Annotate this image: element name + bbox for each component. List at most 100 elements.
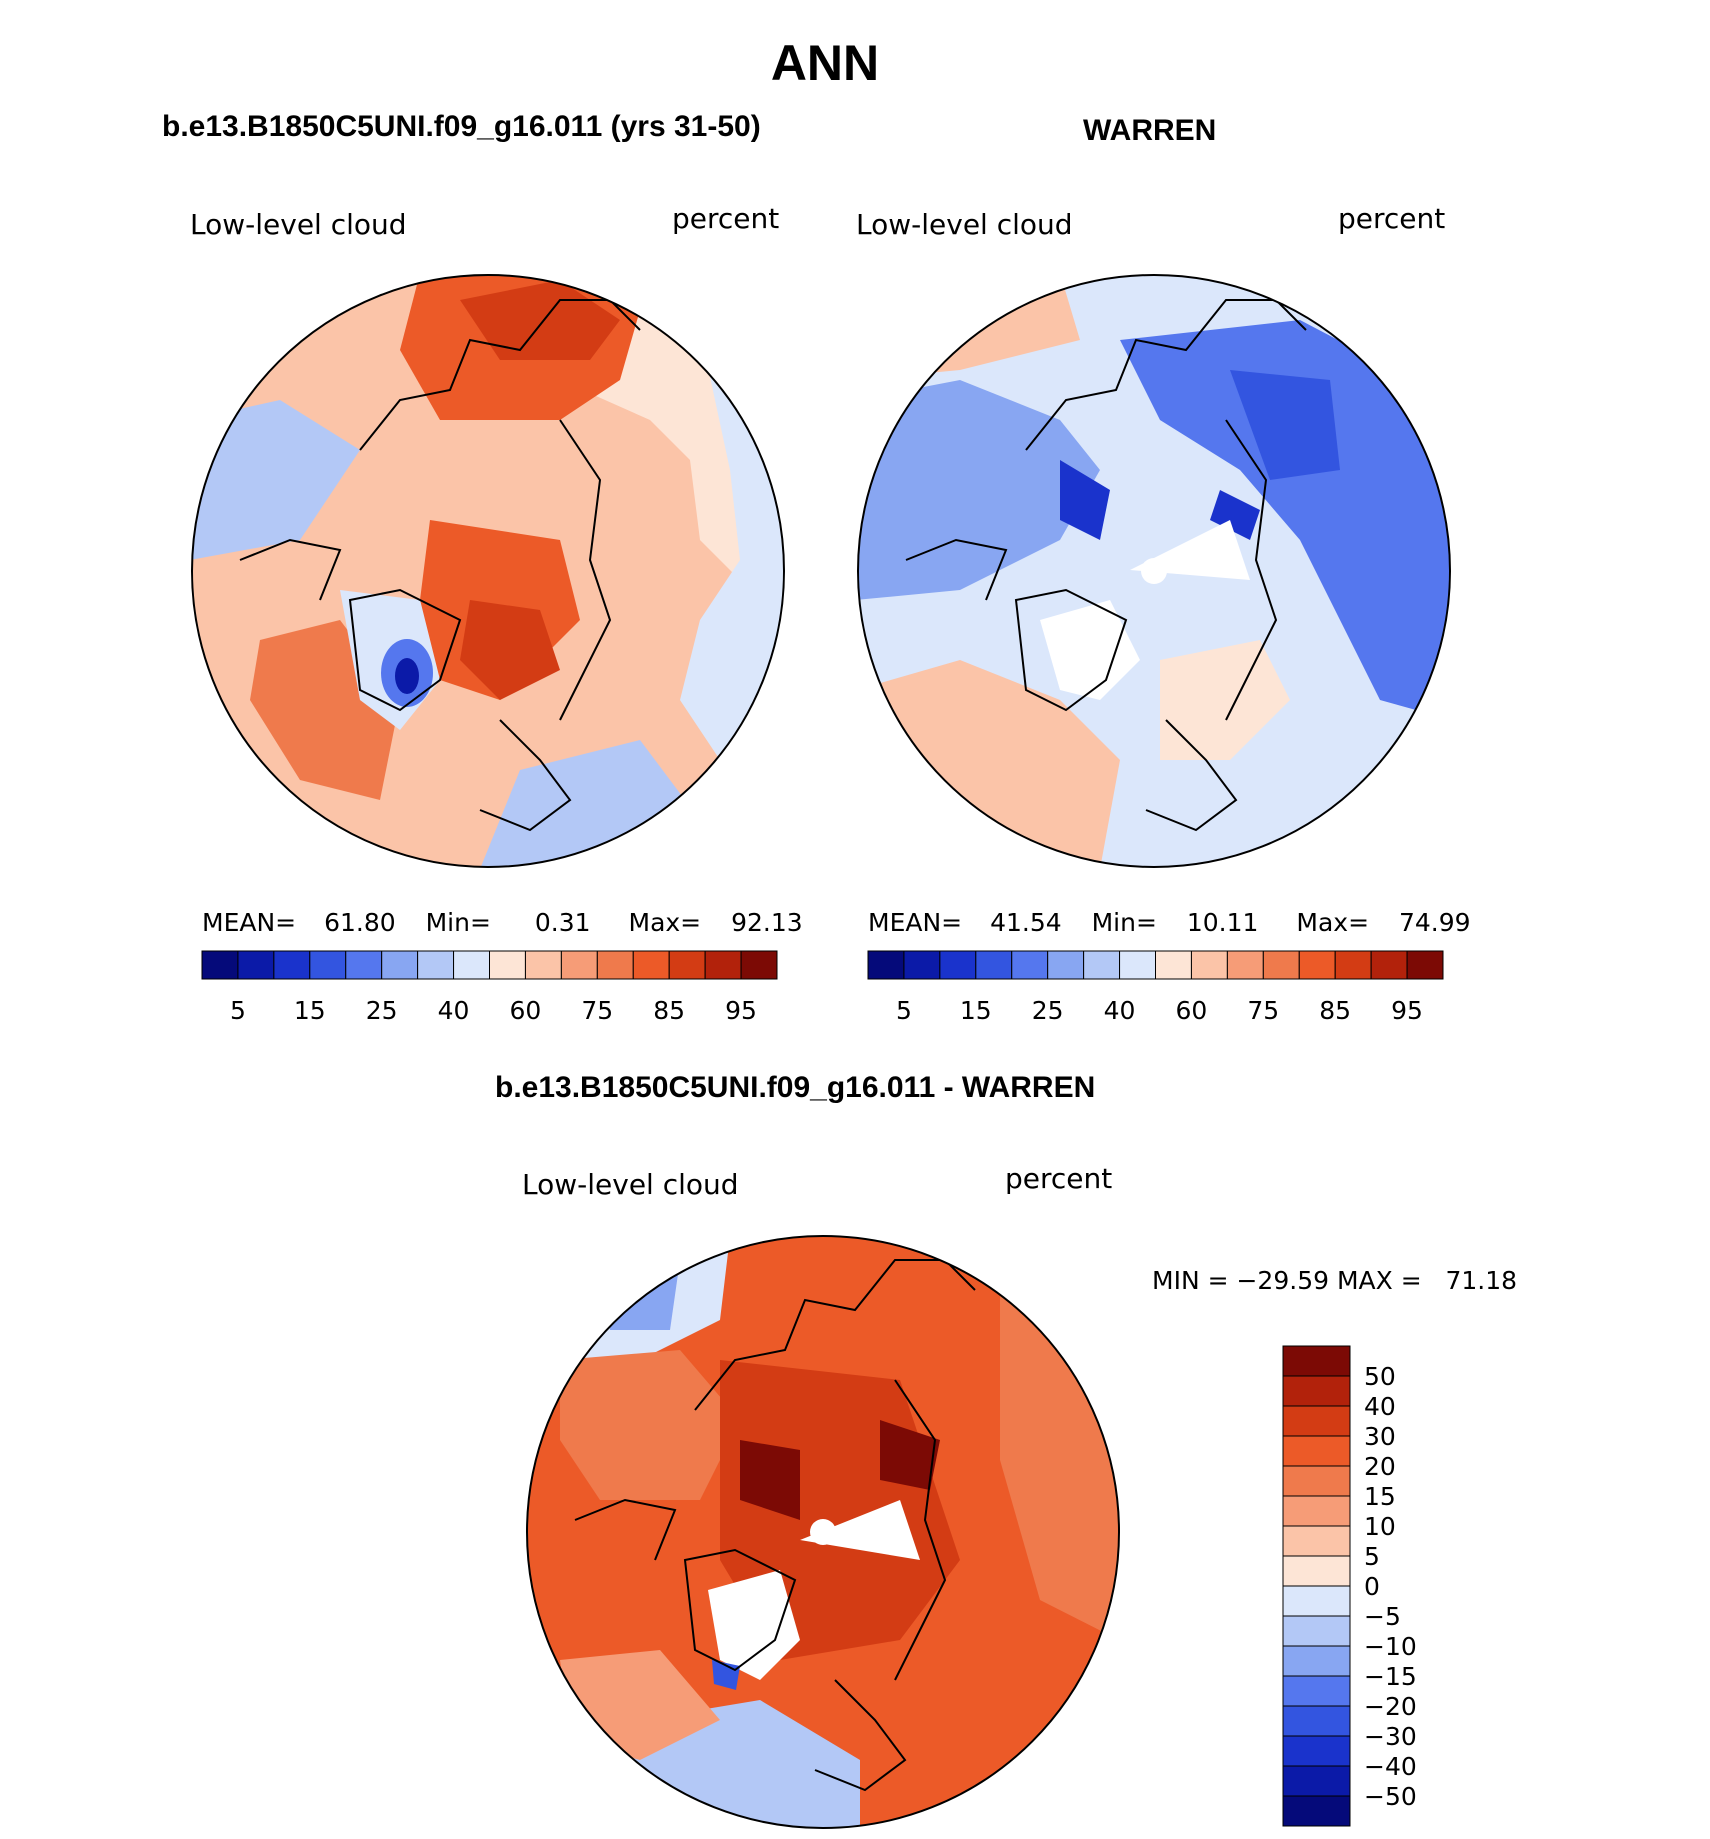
panel2-max-label: Max= bbox=[1296, 908, 1370, 937]
panel3-colorbar-box bbox=[1282, 1645, 1351, 1677]
panel3-variable-label: Low-level cloud bbox=[522, 1168, 739, 1201]
panel1-colorbar-tick-label: 15 bbox=[294, 996, 326, 1025]
panel2-colorbar-box bbox=[867, 950, 905, 980]
panel3-map-border bbox=[526, 1235, 1120, 1829]
panel2-colorbar-box bbox=[1298, 950, 1336, 980]
panel3-colorbar-tick-label: −20 bbox=[1364, 1692, 1417, 1721]
panel1-colorbar-tick-label: 95 bbox=[725, 996, 757, 1025]
panel3-colorbar-tick-label: 20 bbox=[1364, 1452, 1396, 1481]
panel1-mean-label: MEAN= bbox=[202, 908, 297, 937]
panel3-colorbar-box bbox=[1282, 1465, 1351, 1497]
panel3-colorbar-tick-label: −50 bbox=[1364, 1782, 1417, 1811]
panel1-colorbar-box bbox=[596, 950, 634, 980]
panel3-colorbar-tick-label: 40 bbox=[1364, 1392, 1396, 1421]
panel2-colorbar-tick-label: 25 bbox=[1032, 996, 1064, 1025]
panel2-colorbar-box bbox=[1011, 950, 1049, 980]
panel2-field-chukchi bbox=[1210, 490, 1260, 540]
panel1-colorbar-box bbox=[273, 950, 311, 980]
panel3-field-siberia-core bbox=[600, 1250, 680, 1330]
panel3-field-max2 bbox=[880, 1420, 940, 1490]
panel2-missing-pole bbox=[1141, 558, 1167, 584]
panel3-colorbar-box bbox=[1282, 1435, 1351, 1467]
panel1-min-label: Min= bbox=[425, 908, 491, 937]
panel1-colorbar-tick-label: 40 bbox=[438, 996, 470, 1025]
panel1-colorbar-box bbox=[489, 950, 526, 980]
panel2-colorbar-tick-label: 85 bbox=[1319, 996, 1351, 1025]
panel3-colorbar-tick-label: −30 bbox=[1364, 1722, 1417, 1751]
panel1-max-label: Max= bbox=[628, 908, 702, 937]
panel1-colorbar-tick-label: 85 bbox=[653, 996, 685, 1025]
panel3-missing-greenland bbox=[708, 1570, 800, 1680]
panel2-colorbar-box bbox=[939, 950, 977, 980]
right-panel-header: WARREN bbox=[1083, 114, 1217, 147]
panel3-colorbar-box bbox=[1282, 1675, 1351, 1707]
panel2-field-pacific bbox=[1120, 320, 1450, 720]
panel1-variable-label: Low-level cloud bbox=[190, 208, 407, 241]
panel2-variable-label: Low-level cloud bbox=[856, 208, 1073, 241]
panel1-field-greenland-min bbox=[395, 658, 419, 694]
panel3-missing-wedge bbox=[800, 1500, 920, 1560]
panel1-colorbar: 5 15 25 40 60 75 85 95 bbox=[201, 950, 778, 1025]
panel3-colorbar-box bbox=[1282, 1555, 1351, 1587]
panel3-field-greenland-min bbox=[712, 1660, 740, 1690]
panel2-field-pacific-core bbox=[1230, 370, 1340, 480]
panel1-colorbar-box bbox=[201, 950, 239, 980]
panel3-colorbar-tick-label: 50 bbox=[1364, 1362, 1396, 1391]
panel3-map bbox=[526, 1235, 1120, 1829]
panel2-colorbar-tick-label: 15 bbox=[960, 996, 992, 1025]
panel3-coastlines bbox=[574, 1259, 976, 1792]
panel3-colorbar-box bbox=[1282, 1765, 1351, 1797]
panel1-colorbar-box bbox=[417, 950, 455, 980]
panel2-max-value: 74.99 bbox=[1399, 908, 1471, 937]
panel2-min-label: Min= bbox=[1091, 908, 1157, 937]
panel1-max-value: 92.13 bbox=[731, 908, 803, 937]
panel3-units-label: percent bbox=[1005, 1162, 1113, 1195]
panel3-colorbar-tick-label: 10 bbox=[1364, 1512, 1396, 1541]
panel3-minmax: MIN = −29.59 MAX = 71.18 bbox=[1152, 1266, 1518, 1295]
panel1-colorbar-tick-label: 75 bbox=[581, 996, 613, 1025]
panel3-colorbar-tick-label: −40 bbox=[1364, 1752, 1417, 1781]
panel2-missing-greenland bbox=[1040, 600, 1140, 700]
panel2-colorbar-box bbox=[1190, 950, 1228, 980]
panel1-colorbar-tick-label: 5 bbox=[230, 996, 246, 1025]
main-title: ANN bbox=[770, 35, 880, 91]
panel3-colorbar-box bbox=[1282, 1795, 1351, 1827]
panel3-colorbar-tick-label: 30 bbox=[1364, 1422, 1396, 1451]
panel3-colorbar-tick-label: 15 bbox=[1364, 1482, 1396, 1511]
panel1-colorbar-tick-label: 60 bbox=[510, 996, 542, 1025]
panel3-field-kara bbox=[560, 1350, 740, 1500]
panel2-mean-label: MEAN= bbox=[868, 908, 963, 937]
panel1-colorbar-box bbox=[345, 950, 383, 980]
panel3-colorbar-tick-label: −10 bbox=[1364, 1632, 1417, 1661]
panel1-colorbar-box bbox=[668, 950, 706, 980]
panel2-min-value: 10.11 bbox=[1186, 908, 1259, 937]
panel2-colorbar-tick-label: 5 bbox=[896, 996, 912, 1025]
panel3-colorbar-box bbox=[1282, 1345, 1351, 1377]
panel3-field-max1 bbox=[740, 1440, 800, 1520]
panel1-coastlines bbox=[239, 299, 641, 832]
panel1-colorbar-box bbox=[309, 950, 347, 980]
panel3-colorbar-box bbox=[1282, 1525, 1351, 1557]
panel3-colorbar-tick-label: 5 bbox=[1364, 1542, 1380, 1571]
panel2-colorbar-box bbox=[1047, 950, 1085, 980]
panel2-map-border bbox=[857, 274, 1451, 868]
panel1-min-value: 0.31 bbox=[534, 908, 591, 937]
panel3-colorbar-box bbox=[1282, 1585, 1351, 1617]
panel2-field-norway bbox=[1160, 640, 1290, 760]
panel1-colorbar-box bbox=[704, 950, 742, 980]
panel1-colorbar-box bbox=[740, 950, 778, 980]
panel2-colorbar-box bbox=[1334, 950, 1372, 980]
left-panel-header: b.e13.B1850C5UNI.f09_g16.011 (yrs 31-50) bbox=[162, 110, 761, 143]
panel3-colorbar-box bbox=[1282, 1375, 1351, 1407]
panel2-colorbar-box bbox=[1083, 950, 1121, 980]
panel2-units-label: percent bbox=[1338, 202, 1446, 235]
diff-panel-header: b.e13.B1850C5UNI.f09_g16.011 - WARREN bbox=[495, 1071, 1096, 1104]
panel1-colorbar-box bbox=[237, 950, 275, 980]
panel2-colorbar-box bbox=[903, 950, 941, 980]
panel2-mean-value: 41.54 bbox=[990, 908, 1062, 937]
panel1-colorbar-box bbox=[632, 950, 670, 980]
panel1-colorbar-box bbox=[524, 950, 562, 980]
panel3-colorbar-box bbox=[1282, 1705, 1351, 1737]
panel2-colorbar-tick-label: 40 bbox=[1104, 996, 1136, 1025]
